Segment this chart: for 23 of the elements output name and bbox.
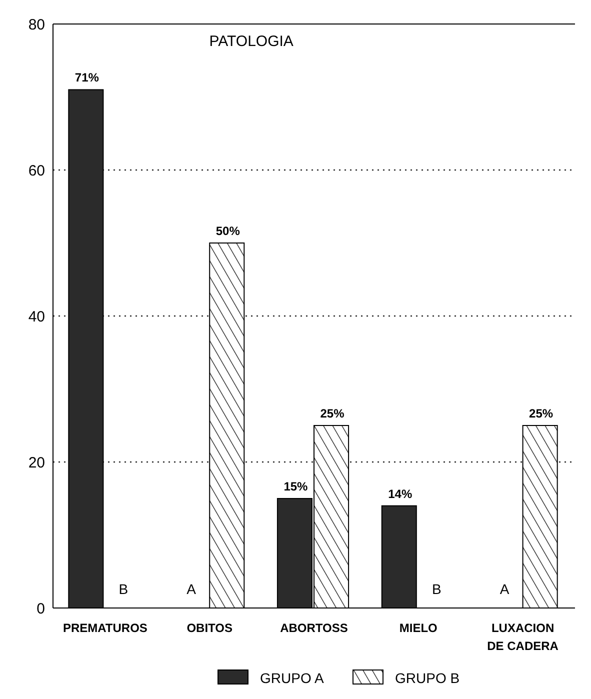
y-tick-label: 0 [36, 600, 45, 618]
x-tick-label: ABORTOSS [280, 621, 348, 635]
data-label: 14% [388, 486, 412, 501]
y-tick-label: 80 [28, 16, 45, 34]
y-tick-label: 60 [28, 162, 45, 180]
data-label: 25% [529, 406, 554, 420]
annotation: A [186, 581, 197, 597]
x-tick-label: MIELO [399, 621, 438, 635]
legend-label: GRUPO B [395, 670, 460, 686]
y-tick-label: 40 [28, 308, 45, 326]
data-label: 71% [74, 70, 100, 85]
annotation: B [432, 581, 442, 597]
y-tick-label: 20 [28, 454, 45, 472]
legend-label: GRUPO A [260, 670, 324, 686]
x-tick-label: OBITOS [186, 621, 232, 635]
annotation: B [118, 581, 128, 597]
x-tick-label: LUXACION DE CADERA [487, 621, 559, 653]
text: PATOLOGIA [209, 33, 294, 50]
x-tick-label: PREMATUROS [62, 621, 148, 635]
data-label: 25% [320, 406, 345, 420]
data-label: 50% [216, 224, 240, 238]
annotation: A [500, 581, 510, 597]
data-label: 15% [284, 480, 308, 494]
